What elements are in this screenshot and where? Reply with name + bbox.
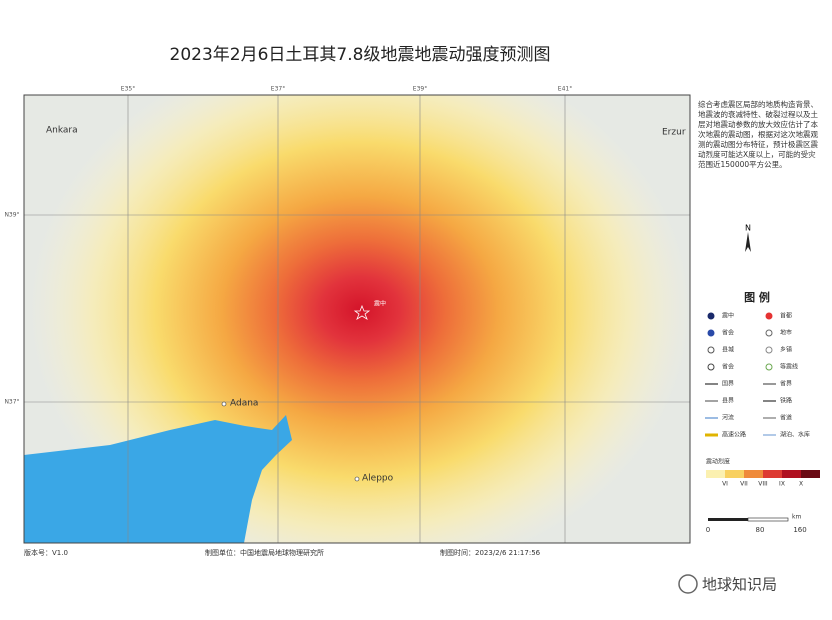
- legend-symbol: [765, 329, 773, 337]
- legend-label: 国界: [722, 381, 734, 388]
- scale-segment: [747, 517, 789, 522]
- legend-label: 省界: [780, 380, 792, 388]
- city-dot: [354, 476, 360, 482]
- legend-label: 等震线: [780, 363, 798, 371]
- scale-label: 80: [756, 526, 765, 534]
- ramp-cell: [725, 470, 744, 478]
- ramp-cell: [763, 470, 782, 478]
- scale-segment: [708, 518, 748, 521]
- ramp-cell: [744, 470, 763, 478]
- legend-symbol: [765, 363, 773, 371]
- watermark-icon: [678, 574, 698, 594]
- legend-label: 首都: [780, 312, 792, 320]
- intensity-title: 震动烈度: [706, 458, 730, 466]
- scale-bar: 0 80 160 km: [706, 514, 807, 535]
- legend-symbol: [707, 363, 715, 371]
- place-label: Ankara: [46, 126, 78, 136]
- watermark: 地球知识局: [702, 576, 777, 594]
- legend-label: 省会: [722, 363, 734, 371]
- scale-label: 0: [706, 526, 710, 534]
- legend-title: 图 例: [744, 290, 770, 304]
- legend-label: 省道: [780, 414, 792, 422]
- legend-label: 河流: [722, 414, 734, 422]
- place-label: Erzur: [662, 128, 686, 138]
- legend-label: 震中: [722, 312, 734, 320]
- legend-symbol: [707, 312, 715, 320]
- sea: [24, 415, 292, 543]
- legend-symbol: [765, 346, 773, 354]
- scale-unit: km: [792, 514, 801, 521]
- legend-symbol: [765, 312, 773, 320]
- legend-symbol: [707, 346, 715, 354]
- epicenter: [353, 304, 371, 320]
- legend-label: 乡镇: [780, 346, 792, 354]
- graticule: [24, 95, 690, 543]
- intensity-label: X: [799, 481, 803, 488]
- intensity-label: VI: [722, 481, 728, 488]
- grid-label: E35°: [121, 86, 135, 93]
- legend-symbol: [707, 329, 715, 337]
- intensity-label: IX: [779, 481, 785, 488]
- scale-label: 160: [793, 526, 806, 534]
- footer-maker: 制图单位：中国地震局地球物理研究所: [205, 548, 324, 557]
- intensity-label: VII: [740, 481, 748, 488]
- grid-label: E37°: [271, 86, 285, 93]
- legend-label: 铁路: [780, 397, 792, 405]
- grid-label: N37°: [4, 399, 19, 406]
- footer-time: 制图时间：2023/2/6 21:17:56: [440, 548, 541, 557]
- intensity-ramp: VI VII VIII IX X: [706, 470, 820, 488]
- grid-label: E39°: [413, 86, 427, 93]
- legend-label: 省会: [722, 329, 734, 337]
- description: 综合考虑震区局部的地质构造背景、地震波的衰减特性、破裂过程以及土层对地震动参数的…: [698, 100, 818, 169]
- grid-label: E41°: [558, 86, 572, 93]
- city-dot: [221, 401, 227, 407]
- legend-label: 地市: [780, 329, 792, 337]
- title: 2023年2月6日土耳其7.8级地震地震动强度预测图: [170, 45, 551, 65]
- north-label: N: [745, 224, 751, 233]
- ramp-cell: [706, 470, 725, 478]
- footer-version: 版本号：V1.0: [24, 548, 68, 557]
- legend-label: 县城: [722, 347, 734, 354]
- place-label: Adana: [230, 399, 258, 409]
- intensity-label: VIII: [758, 481, 768, 488]
- epicenter-label: 震中: [374, 300, 386, 308]
- map-frame: [23, 94, 691, 544]
- north-arrow: [745, 232, 751, 252]
- ramp-cell: [801, 470, 820, 478]
- grid-label: N39°: [4, 212, 19, 219]
- legend-label: 湖泊、水库: [780, 431, 810, 439]
- ramp-cell: [782, 470, 801, 478]
- legend-label: 县界: [722, 398, 734, 405]
- legend-label: 高速公路: [722, 431, 746, 439]
- place-label: Aleppo: [362, 474, 394, 484]
